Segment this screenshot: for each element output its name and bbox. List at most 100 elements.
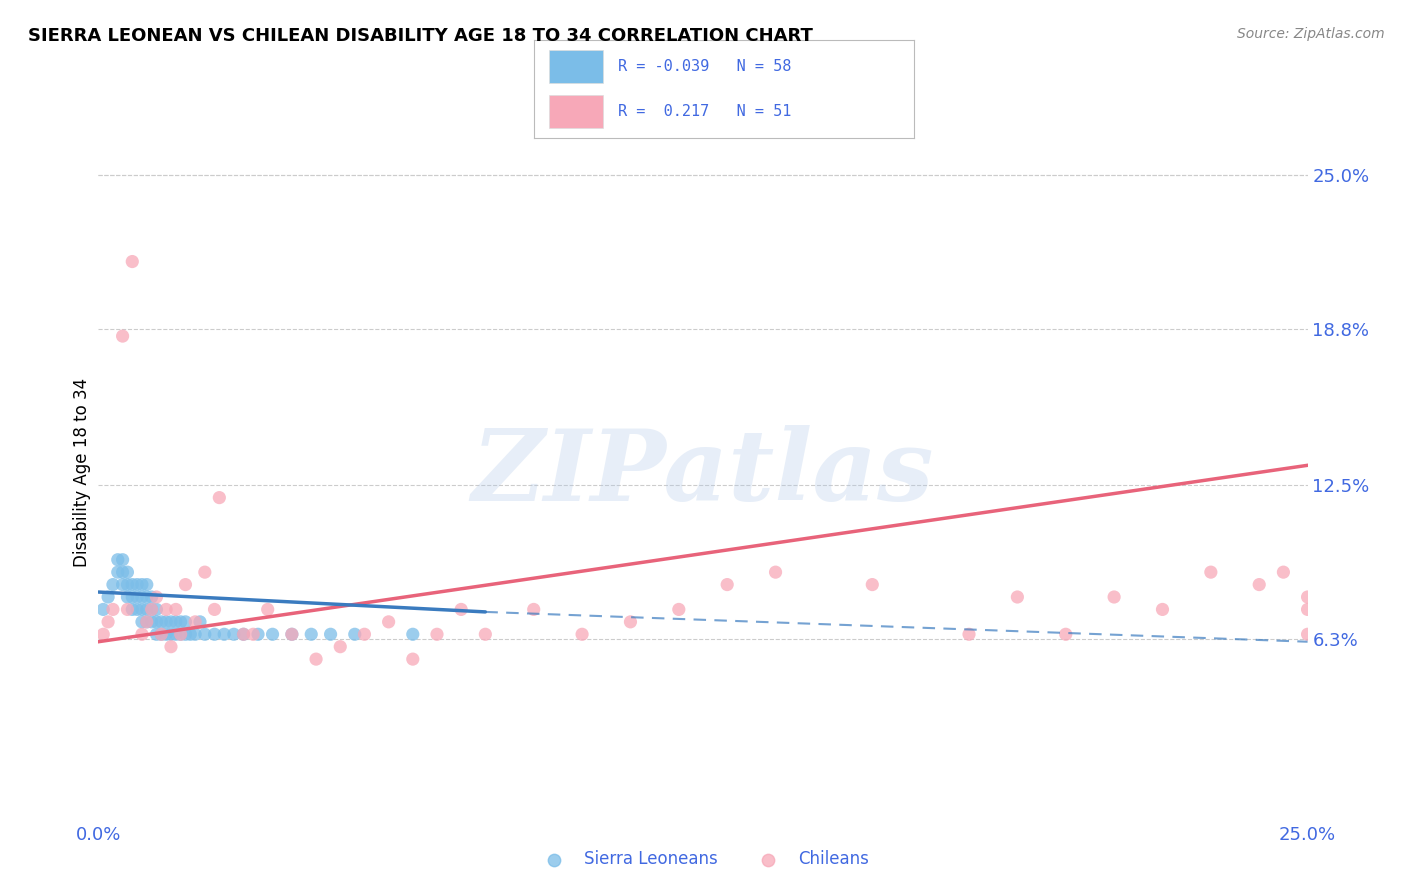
Point bbox=[329, 640, 352, 654]
Point bbox=[169, 627, 191, 641]
Point bbox=[474, 627, 496, 641]
Point bbox=[281, 627, 304, 641]
Point bbox=[141, 602, 163, 616]
Point bbox=[174, 577, 197, 591]
Point bbox=[232, 627, 254, 641]
Point bbox=[145, 615, 167, 629]
Point bbox=[1152, 602, 1174, 616]
Point bbox=[860, 577, 883, 591]
Point bbox=[1296, 627, 1319, 641]
Point bbox=[343, 627, 366, 641]
Point bbox=[121, 590, 143, 604]
Point bbox=[765, 565, 787, 579]
Point bbox=[117, 602, 139, 616]
Point bbox=[174, 627, 197, 641]
Bar bbox=[550, 95, 603, 128]
Point bbox=[155, 615, 177, 629]
Point bbox=[1272, 565, 1295, 579]
Point bbox=[117, 565, 139, 579]
Point bbox=[127, 602, 149, 616]
Point bbox=[131, 577, 153, 591]
Point bbox=[155, 602, 177, 616]
Point bbox=[127, 577, 149, 591]
Y-axis label: Disability Age 18 to 34: Disability Age 18 to 34 bbox=[73, 378, 91, 567]
Point bbox=[131, 602, 153, 616]
Point bbox=[571, 627, 593, 641]
Point bbox=[91, 602, 114, 616]
Point bbox=[169, 627, 191, 641]
Point bbox=[127, 590, 149, 604]
Point bbox=[523, 602, 546, 616]
Point bbox=[141, 615, 163, 629]
Point bbox=[135, 577, 157, 591]
Point bbox=[101, 602, 124, 616]
Point bbox=[97, 615, 120, 629]
Point bbox=[450, 602, 472, 616]
Point bbox=[145, 627, 167, 641]
Point bbox=[242, 627, 264, 641]
Point bbox=[155, 627, 177, 641]
Point bbox=[165, 615, 187, 629]
Point bbox=[184, 615, 207, 629]
Point bbox=[117, 577, 139, 591]
Point bbox=[204, 627, 226, 641]
Point bbox=[1007, 590, 1029, 604]
Point bbox=[160, 640, 183, 654]
Point bbox=[135, 615, 157, 629]
Point bbox=[1296, 602, 1319, 616]
Point bbox=[169, 615, 191, 629]
Point bbox=[179, 627, 201, 641]
Point bbox=[1102, 590, 1125, 604]
Point bbox=[1199, 565, 1222, 579]
Point bbox=[107, 552, 129, 567]
Point bbox=[135, 615, 157, 629]
Point bbox=[165, 627, 187, 641]
Point bbox=[141, 602, 163, 616]
Text: ZIPatlas: ZIPatlas bbox=[472, 425, 934, 521]
Point bbox=[305, 652, 328, 666]
Point bbox=[111, 329, 134, 343]
Point bbox=[426, 627, 449, 641]
Text: R =  0.217   N = 51: R = 0.217 N = 51 bbox=[617, 104, 792, 120]
Point bbox=[150, 627, 173, 641]
Point bbox=[174, 615, 197, 629]
Point bbox=[135, 590, 157, 604]
Point bbox=[145, 602, 167, 616]
Point bbox=[619, 615, 641, 629]
Point bbox=[184, 627, 207, 641]
Point bbox=[716, 577, 738, 591]
Point bbox=[222, 627, 245, 641]
Point bbox=[402, 627, 425, 641]
Legend: Sierra Leoneans, Chileans: Sierra Leoneans, Chileans bbox=[530, 844, 876, 875]
Point bbox=[150, 627, 173, 641]
Point bbox=[131, 615, 153, 629]
Point bbox=[150, 615, 173, 629]
Point bbox=[232, 627, 254, 641]
Point bbox=[377, 615, 399, 629]
Point bbox=[131, 590, 153, 604]
Point bbox=[208, 491, 231, 505]
Point bbox=[111, 565, 134, 579]
Point bbox=[141, 590, 163, 604]
Point bbox=[107, 565, 129, 579]
Point bbox=[1249, 577, 1271, 591]
Point bbox=[127, 93, 149, 107]
Point bbox=[319, 627, 342, 641]
Point bbox=[101, 577, 124, 591]
Point bbox=[212, 627, 235, 641]
Point bbox=[121, 254, 143, 268]
Point bbox=[165, 602, 187, 616]
Point bbox=[247, 627, 270, 641]
Point bbox=[194, 627, 217, 641]
Point bbox=[91, 627, 114, 641]
Point bbox=[135, 602, 157, 616]
Point bbox=[353, 627, 375, 641]
Point bbox=[188, 615, 211, 629]
Point bbox=[145, 590, 167, 604]
Point bbox=[957, 627, 980, 641]
Point bbox=[1296, 590, 1319, 604]
Point bbox=[160, 627, 183, 641]
Point bbox=[111, 577, 134, 591]
Text: SIERRA LEONEAN VS CHILEAN DISABILITY AGE 18 TO 34 CORRELATION CHART: SIERRA LEONEAN VS CHILEAN DISABILITY AGE… bbox=[28, 27, 813, 45]
Point bbox=[194, 565, 217, 579]
